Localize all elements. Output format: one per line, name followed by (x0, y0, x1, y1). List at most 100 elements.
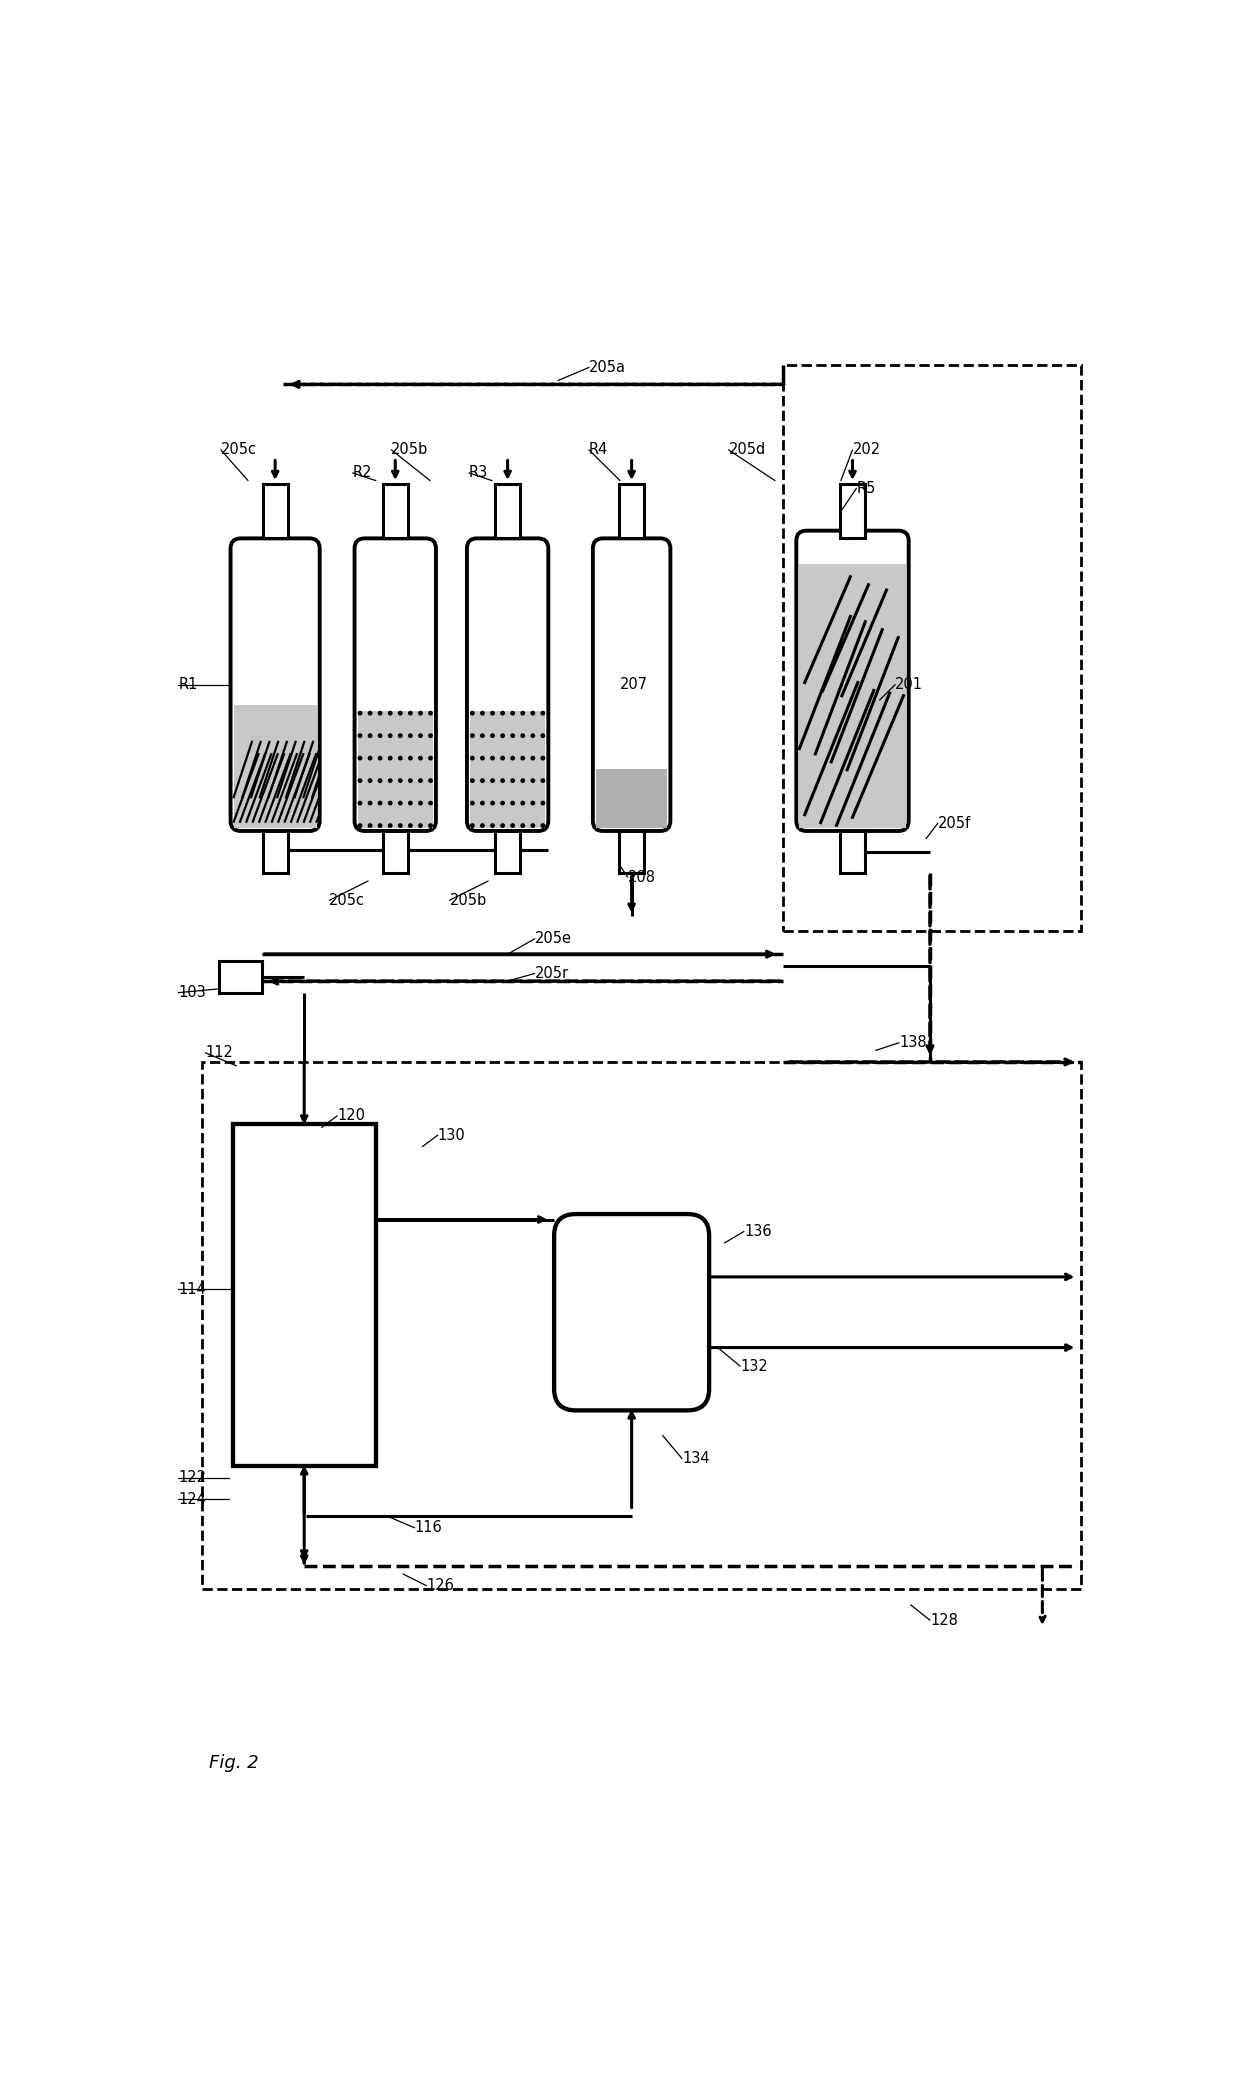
Circle shape (388, 779, 392, 783)
Text: R4: R4 (589, 442, 609, 456)
Bar (619, 831, 644, 873)
Bar (596, 770, 667, 829)
Circle shape (388, 735, 392, 737)
Text: 205r: 205r (534, 967, 569, 982)
Circle shape (511, 712, 515, 716)
Circle shape (471, 756, 474, 760)
Circle shape (491, 712, 495, 716)
Text: 136: 136 (744, 1224, 771, 1239)
Circle shape (521, 802, 525, 806)
Text: R2: R2 (352, 465, 372, 481)
Circle shape (491, 825, 495, 827)
Circle shape (419, 712, 422, 716)
Circle shape (501, 802, 505, 806)
Text: 205c: 205c (330, 894, 366, 908)
Circle shape (531, 779, 534, 783)
Circle shape (368, 735, 372, 737)
FancyBboxPatch shape (231, 538, 320, 831)
Text: 205c: 205c (221, 442, 257, 456)
Circle shape (531, 735, 534, 737)
FancyBboxPatch shape (554, 1214, 709, 1411)
Circle shape (358, 802, 362, 806)
Text: R3: R3 (469, 465, 489, 481)
Circle shape (398, 779, 402, 783)
Text: 130: 130 (438, 1128, 466, 1143)
Circle shape (378, 802, 382, 806)
Text: 205b: 205b (449, 894, 487, 908)
Circle shape (409, 712, 412, 716)
Circle shape (541, 779, 544, 783)
Text: 128: 128 (930, 1614, 957, 1628)
Circle shape (541, 735, 544, 737)
Circle shape (491, 735, 495, 737)
Circle shape (409, 735, 412, 737)
Circle shape (511, 802, 515, 806)
Text: 205d: 205d (729, 442, 766, 456)
Bar (495, 483, 520, 538)
Circle shape (501, 735, 505, 737)
Text: 138: 138 (899, 1036, 926, 1051)
Circle shape (368, 712, 372, 716)
Text: 114: 114 (179, 1281, 206, 1298)
Circle shape (511, 825, 515, 827)
Circle shape (471, 779, 474, 783)
Circle shape (491, 802, 495, 806)
Circle shape (531, 802, 534, 806)
FancyBboxPatch shape (796, 532, 909, 831)
Circle shape (429, 735, 433, 737)
Circle shape (378, 756, 382, 760)
Circle shape (491, 779, 495, 783)
Text: 205e: 205e (534, 931, 572, 946)
Circle shape (368, 779, 372, 783)
Bar (263, 483, 288, 538)
Circle shape (398, 802, 402, 806)
Circle shape (388, 712, 392, 716)
Text: 124: 124 (179, 1492, 206, 1507)
FancyBboxPatch shape (467, 538, 548, 831)
Bar (800, 563, 905, 829)
Circle shape (419, 735, 422, 737)
Circle shape (398, 825, 402, 827)
Circle shape (388, 802, 392, 806)
Text: 205b: 205b (392, 442, 429, 456)
Circle shape (358, 712, 362, 716)
Circle shape (521, 825, 525, 827)
Circle shape (481, 802, 484, 806)
Text: 120: 120 (337, 1109, 365, 1124)
Circle shape (481, 735, 484, 737)
Circle shape (531, 712, 534, 716)
Text: 207: 207 (620, 678, 649, 693)
Text: Fig. 2: Fig. 2 (210, 1754, 259, 1771)
Circle shape (378, 735, 382, 737)
Circle shape (511, 735, 515, 737)
Text: R1: R1 (179, 678, 197, 693)
Circle shape (429, 825, 433, 827)
Circle shape (429, 756, 433, 760)
Bar (383, 831, 408, 873)
Circle shape (398, 756, 402, 760)
Text: 132: 132 (740, 1358, 768, 1373)
Circle shape (541, 756, 544, 760)
Text: 122: 122 (179, 1469, 206, 1486)
Circle shape (541, 802, 544, 806)
Circle shape (471, 825, 474, 827)
Circle shape (481, 825, 484, 827)
Circle shape (358, 825, 362, 827)
Circle shape (358, 735, 362, 737)
Circle shape (501, 712, 505, 716)
Circle shape (368, 802, 372, 806)
Text: 116: 116 (414, 1520, 443, 1536)
Circle shape (471, 735, 474, 737)
Circle shape (409, 825, 412, 827)
Circle shape (521, 779, 525, 783)
Bar (263, 831, 288, 873)
Bar (495, 831, 520, 873)
Circle shape (531, 756, 534, 760)
Text: 201: 201 (895, 678, 923, 693)
Circle shape (388, 825, 392, 827)
Circle shape (521, 735, 525, 737)
Bar (201, 1061, 1081, 1589)
Text: 208: 208 (627, 871, 656, 885)
Bar (841, 483, 866, 538)
Circle shape (368, 825, 372, 827)
